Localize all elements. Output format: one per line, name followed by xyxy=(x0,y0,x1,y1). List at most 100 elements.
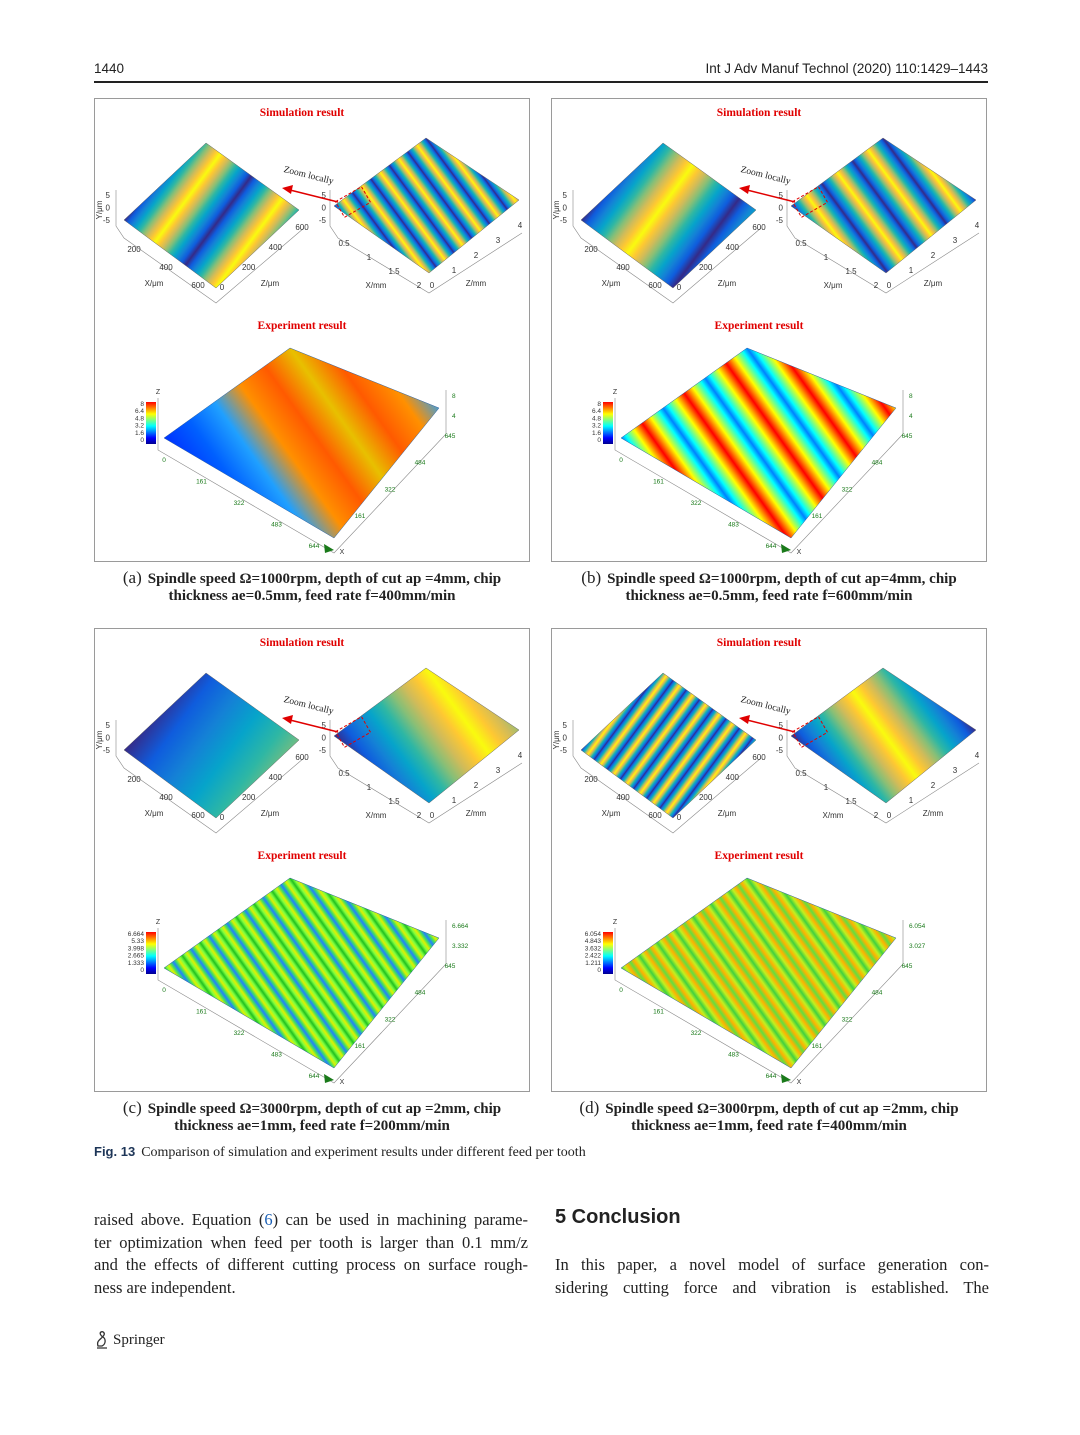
axis-tick-label: 2 xyxy=(931,781,936,790)
simulation-title: Simulation result xyxy=(260,637,345,649)
axis-tick-label: 600 xyxy=(191,281,205,290)
footer: Springer xyxy=(94,1330,165,1350)
axis-tick-label: 161 xyxy=(653,1009,664,1016)
axis-tick-label: 0 xyxy=(887,811,892,820)
axis-tick-label: 1.5 xyxy=(845,267,857,276)
axis-tick-label: 3 xyxy=(496,236,501,245)
axis-tick-label: 1.5 xyxy=(845,797,857,806)
axis-tick-label: 3 xyxy=(496,766,501,775)
axis-tick-label: 4 xyxy=(975,221,980,230)
text-line: sidering cutting force and vibration is … xyxy=(555,1277,989,1297)
zoom-arrow xyxy=(746,189,796,203)
axis-tick-label: 2 xyxy=(874,811,879,820)
axis-tick-label: 322 xyxy=(385,486,396,493)
axis-label: Z/μm xyxy=(718,809,737,818)
axis-tick-label: 400 xyxy=(269,773,283,782)
axis-label: X/μm xyxy=(145,279,164,288)
axis-label: Z/μm xyxy=(924,279,943,288)
panel-caption-line: (c) Spindle speed Ω=3000rpm, depth of cut… xyxy=(123,1098,501,1118)
zoom-surface xyxy=(333,137,520,274)
axis-tick-label: 0 xyxy=(322,734,327,743)
axis-tick-label: 600 xyxy=(295,223,309,232)
axis-tick-label: 322 xyxy=(234,500,245,507)
experiment-surface xyxy=(620,877,897,1069)
axis-tick-label: 6.664 xyxy=(452,923,469,930)
axis-label: Z xyxy=(613,919,618,926)
axis-tick-label: 0 xyxy=(677,813,682,822)
axis-tick-label: 1.5 xyxy=(388,267,400,276)
zoom-arrow xyxy=(289,719,339,733)
axis-tick-label: 5 xyxy=(322,721,327,730)
axis-tick-label: 0.5 xyxy=(338,239,350,248)
axis-tick-label: 644 xyxy=(766,1073,777,1080)
axis-tick-label: 644 xyxy=(766,543,777,550)
axis-tick-label: 200 xyxy=(127,775,141,784)
axis-tick-label: 4.8 xyxy=(592,415,601,422)
axis-tick-label: 645 xyxy=(902,963,913,970)
axis-tick-label: 483 xyxy=(728,1052,739,1059)
axis-tick-label: 600 xyxy=(752,223,766,232)
axis-tick-label: -5 xyxy=(560,746,568,755)
axis-tick-label: 0.5 xyxy=(338,769,350,778)
section-heading: 5 Conclusion xyxy=(555,1206,681,1228)
axis-tick-label: 161 xyxy=(653,479,664,486)
axis-label: Y/μm xyxy=(552,730,561,749)
axis-tick-label: 483 xyxy=(271,1052,282,1059)
text-line: and the effects of different cutting pro… xyxy=(94,1255,528,1274)
axis-label: X/μm xyxy=(602,809,621,818)
axis-tick-label: 322 xyxy=(842,486,853,493)
experiment-surface xyxy=(163,347,440,539)
experiment-title: Experiment result xyxy=(715,320,804,332)
panel-caption-text: Spindle speed Ω=3000rpm, depth of cut ap… xyxy=(605,1101,959,1117)
axis-tick-label: 5 xyxy=(779,191,784,200)
zoom-surface xyxy=(333,667,520,804)
panel-label: (c) xyxy=(122,1098,142,1117)
experiment-surface xyxy=(163,877,440,1069)
axis-tick-label: 322 xyxy=(691,1030,702,1037)
axis-tick-label: 8 xyxy=(597,401,601,408)
axis-tick-label: 200 xyxy=(242,263,256,272)
axis-tick-label: 400 xyxy=(726,773,740,782)
axis-tick-label: 483 xyxy=(728,522,739,529)
axis-tick-label: 484 xyxy=(872,460,883,467)
panel-caption-line: (a) Spindle speed Ω=1000rpm, depth of cut… xyxy=(123,568,501,588)
axis-tick-label: 5 xyxy=(563,191,568,200)
panel-label: (b) xyxy=(581,568,602,587)
panel-caption-line: (b) Spindle speed Ω=1000rpm, depth of cut… xyxy=(581,568,956,588)
axis-tick-label: 1.5 xyxy=(388,797,400,806)
axis-label: X/mm xyxy=(366,281,387,290)
x-axis-arrow xyxy=(324,1074,334,1083)
axis-tick-label: 2.665 xyxy=(128,953,145,960)
zoom-arrowhead xyxy=(282,185,293,194)
simulation-title: Simulation result xyxy=(260,107,345,119)
axis-tick-label: 161 xyxy=(812,513,823,520)
axis-label: X/mm xyxy=(366,811,387,820)
axis-tick-label: 400 xyxy=(616,793,630,802)
simulation-surface xyxy=(580,142,757,289)
simulation-title: Simulation result xyxy=(717,637,802,649)
axis-tick-label: 3.2 xyxy=(592,423,601,430)
axis-label: Z/μm xyxy=(261,279,280,288)
axis-tick-label: 161 xyxy=(355,513,366,520)
axis-tick-label: 1 xyxy=(824,783,829,792)
axis-tick-label: -5 xyxy=(103,746,111,755)
axis-label: Z/μm xyxy=(261,809,280,818)
panel-caption-text: Spindle speed Ω=1000rpm, depth of cut ap… xyxy=(607,571,957,587)
axis-tick-label: 5 xyxy=(106,721,111,730)
axis-tick-label: 1.6 xyxy=(135,430,144,437)
axis-tick-label: 0 xyxy=(106,204,111,213)
axis-tick-label: 8 xyxy=(909,393,913,400)
zoom-box xyxy=(791,716,829,748)
axis-tick-label: 0 xyxy=(887,281,892,290)
equation-reference[interactable]: 6 xyxy=(264,1210,273,1229)
zoom-surface xyxy=(790,667,977,804)
axis-tick-label: 600 xyxy=(295,753,309,762)
publisher: Springer xyxy=(113,1331,165,1348)
axis-tick-label: 483 xyxy=(271,522,282,529)
axis-tick-label: 200 xyxy=(584,775,598,784)
simulation-surface xyxy=(580,672,757,819)
zoom-box xyxy=(791,186,829,218)
axis-tick-label: 200 xyxy=(127,245,141,254)
axis-tick-label: 2 xyxy=(474,251,479,260)
